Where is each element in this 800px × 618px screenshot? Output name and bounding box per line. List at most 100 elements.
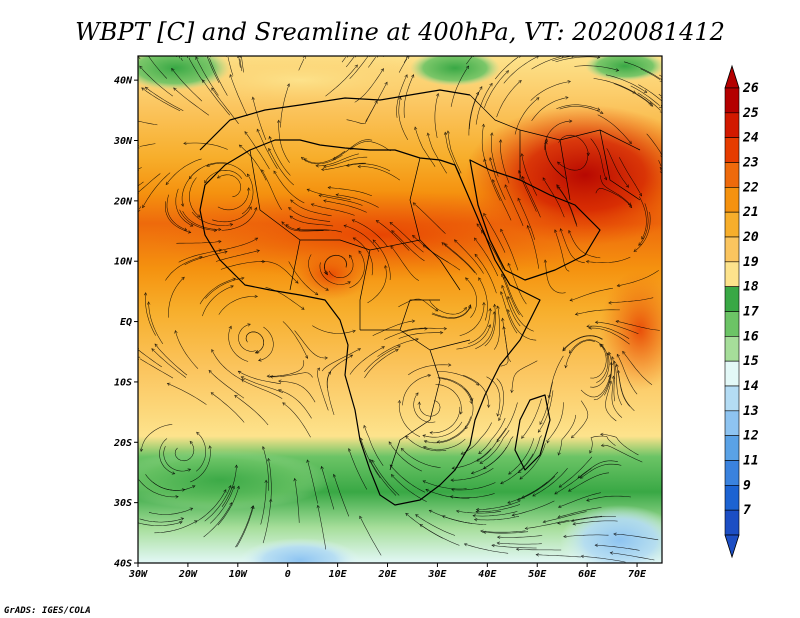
lon-tick-label: 50E [528, 569, 547, 580]
streamline [384, 328, 428, 340]
streamline-arrow [574, 312, 579, 316]
streamline-arrow [474, 237, 478, 241]
streamline [367, 265, 387, 304]
lon-tick-label: 20W [178, 569, 198, 580]
streamline-arrow [489, 82, 493, 87]
streamline-arrow [465, 277, 469, 281]
streamline-arrow [390, 245, 394, 250]
streamline-arrow [238, 144, 243, 148]
streamline [555, 56, 600, 63]
streamline [638, 84, 662, 102]
streamline [148, 301, 164, 344]
streamline [311, 203, 355, 216]
streamline [364, 345, 401, 372]
streamline-arrow [556, 184, 560, 188]
streamline [491, 544, 537, 549]
streamline-arrow [441, 242, 445, 246]
streamline-arrow [493, 303, 497, 308]
streamline-arrow [449, 495, 454, 499]
streamline-arrow [223, 489, 227, 493]
streamline [479, 430, 510, 464]
streamline-arrow [486, 404, 491, 408]
streamline-arrow [472, 514, 476, 518]
streamline-arrow [405, 512, 409, 517]
streamline-arrow [539, 421, 543, 425]
streamline-arrow [187, 230, 192, 234]
streamline-arrow [475, 510, 479, 514]
streamline-arrow [405, 56, 409, 60]
streamline [349, 250, 365, 289]
streamline [166, 194, 187, 231]
streamline [544, 259, 566, 294]
streamline-arrow [489, 157, 493, 161]
streamline [557, 515, 602, 524]
streamline-arrow [479, 86, 483, 90]
streamline [496, 402, 518, 443]
streamline-arrow [302, 56, 306, 59]
streamline-arrow [501, 273, 505, 278]
colorbar-swatch [724, 211, 740, 238]
streamline [398, 400, 421, 438]
streamline [179, 209, 217, 231]
colorbar-swatch [724, 137, 740, 163]
streamline-arrow [142, 204, 146, 209]
streamline [182, 211, 221, 230]
streamline [209, 57, 228, 96]
streamline [475, 83, 493, 125]
streamline [514, 97, 540, 135]
streamline-arrow [611, 375, 616, 379]
streamline [323, 200, 367, 213]
streamline [215, 250, 260, 262]
streamline-arrow [282, 402, 286, 406]
streamline [348, 448, 368, 490]
streamline [562, 335, 603, 350]
lat-tick-label: 20N [113, 196, 133, 207]
streamline [154, 520, 198, 534]
streamline-arrow [325, 287, 329, 291]
streamline [608, 297, 654, 304]
streamline-arrow [501, 317, 505, 322]
streamline-arrow [310, 203, 315, 207]
streamline-arrow [349, 354, 354, 358]
streamline [571, 400, 589, 439]
streamline-arrow [611, 356, 615, 360]
streamline [154, 343, 188, 376]
streamline-arrow [414, 126, 418, 130]
streamline-arrow [216, 175, 221, 179]
streamline [493, 305, 500, 350]
streamline [658, 160, 662, 167]
streamline [558, 414, 577, 456]
streamline [366, 82, 388, 123]
colorbar-label: 7 [743, 503, 751, 518]
streamline [403, 57, 408, 63]
streamline-arrow [398, 96, 402, 100]
colorbar-label: 23 [742, 156, 759, 171]
streamline [290, 199, 332, 217]
streamline [472, 511, 518, 517]
streamline-arrow [229, 74, 233, 78]
streamline [450, 467, 494, 481]
streamline [280, 83, 290, 128]
streamline [478, 417, 506, 454]
streamline [353, 237, 374, 276]
streamline-arrow [363, 424, 367, 429]
streamline [307, 459, 318, 504]
streamline [492, 179, 512, 221]
streamline [270, 372, 313, 378]
streamline-arrow [397, 345, 401, 349]
streamline-arrow [564, 364, 568, 369]
streamline-arrow [191, 485, 196, 489]
lon-tick-label: 60E [578, 569, 597, 580]
colorbar-label: 17 [743, 305, 759, 320]
streamline-arrow [558, 484, 563, 488]
streamline-arrow [515, 547, 520, 551]
streamline-arrow [543, 259, 548, 263]
streamline [268, 458, 272, 503]
borders-middle-east [469, 94, 641, 201]
streamline [173, 87, 210, 116]
streamline [165, 201, 191, 233]
plot-frame [137, 55, 663, 564]
streamline [358, 166, 400, 181]
streamline [462, 374, 489, 408]
